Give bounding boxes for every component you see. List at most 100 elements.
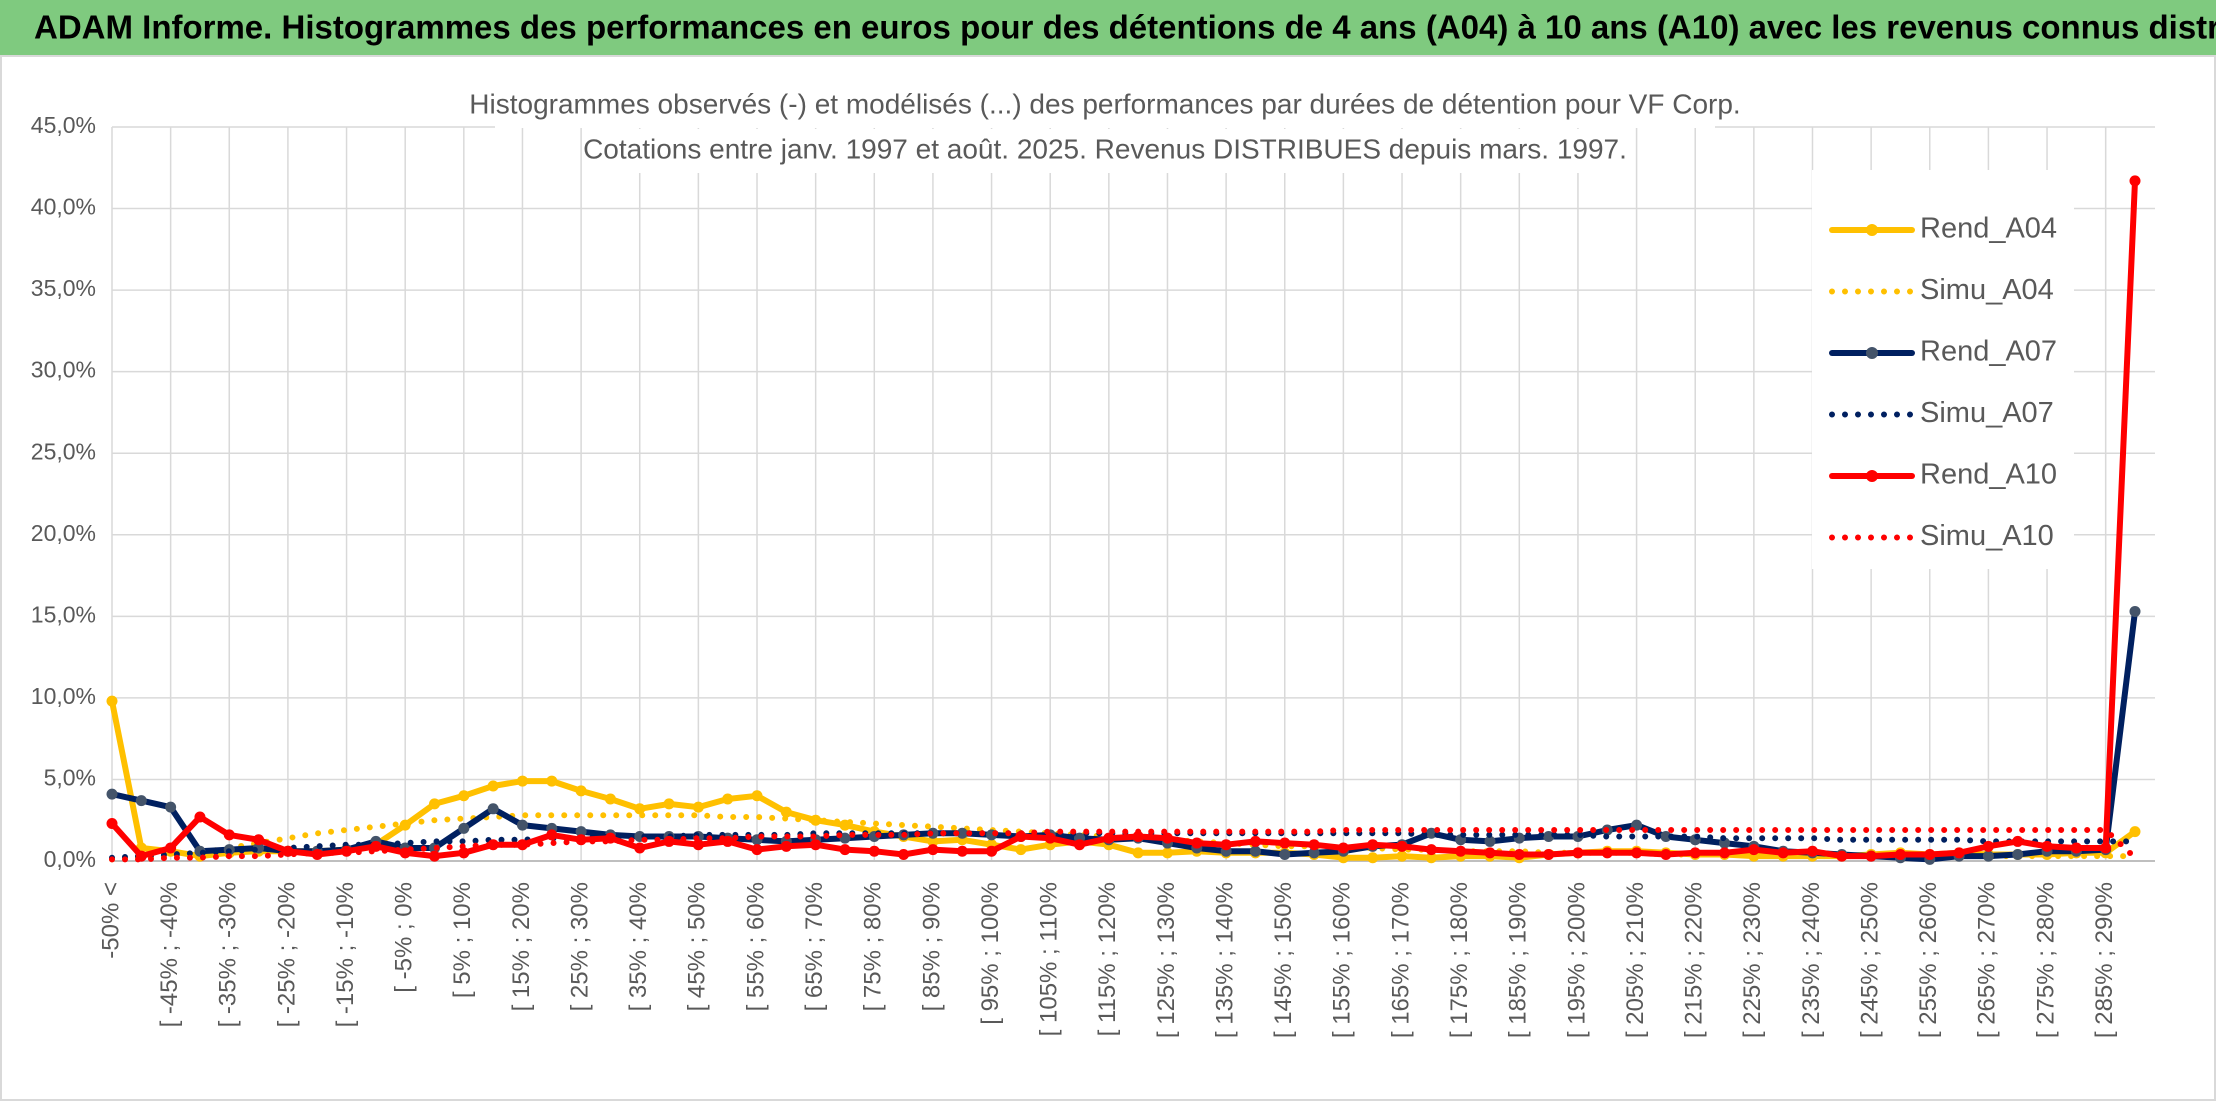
data-point <box>1396 850 1408 862</box>
data-point <box>780 806 792 818</box>
y-tick-label: 35,0% <box>31 275 96 301</box>
x-tick-label: [ -15% ; -10% <box>332 882 359 1027</box>
chart-subtitle: Histogrammes observés (-) et modélisés (… <box>469 88 1740 119</box>
data-point <box>1953 847 1965 859</box>
data-point <box>780 840 792 852</box>
data-point <box>2129 175 2141 187</box>
data-point <box>223 829 235 841</box>
data-point <box>692 801 704 813</box>
model-line <box>109 827 2138 863</box>
x-tick-label: [ 115% ; 120% <box>1094 882 1121 1036</box>
data-point <box>1513 848 1525 860</box>
x-tick-label: [ 35% ; 40% <box>625 882 652 1011</box>
data-point <box>1161 847 1173 859</box>
data-point <box>1191 837 1203 849</box>
data-point <box>1689 847 1701 859</box>
x-tick-label: [ 235% ; 240% <box>1798 882 1825 1038</box>
data-point <box>1044 832 1056 844</box>
data-point <box>986 845 998 857</box>
legend-label: Simu_A07 <box>1920 397 2054 429</box>
data-point <box>1308 847 1320 859</box>
data-point <box>604 793 616 805</box>
data-point <box>1777 847 1789 859</box>
y-tick-label: 10,0% <box>31 683 96 709</box>
data-point <box>1396 840 1408 852</box>
data-point <box>1806 845 1818 857</box>
data-point <box>546 829 558 841</box>
data-point <box>1015 844 1027 856</box>
data-point <box>1543 831 1555 843</box>
legend-label: Simu_A04 <box>1920 274 2054 306</box>
x-tick-label: [ 245% ; 250% <box>1856 882 1883 1038</box>
y-tick-label: 45,0% <box>31 112 96 138</box>
data-point <box>429 850 441 862</box>
data-point <box>458 847 470 859</box>
x-tick-label: [ 205% ; 210% <box>1622 882 1649 1038</box>
subtitle-backing <box>495 84 1715 128</box>
data-point <box>663 798 675 810</box>
data-point <box>1425 852 1437 864</box>
data-point <box>2012 835 2024 847</box>
data-point <box>1748 844 1760 856</box>
data-point <box>1249 835 1261 847</box>
legend-label: Rend_A04 <box>1920 213 2057 245</box>
chart-subtitle: Cotations entre janv. 1997 et août. 2025… <box>583 133 1627 164</box>
legend-marker <box>1866 347 1878 359</box>
x-tick-label: [ 85% ; 90% <box>918 882 945 1011</box>
y-tick-label: 40,0% <box>31 194 96 220</box>
x-tick-label: [ 15% ; 20% <box>508 882 535 1011</box>
data-point <box>1425 827 1437 839</box>
x-tick-label: [ 175% ; 180% <box>1446 882 1473 1038</box>
data-point <box>1367 839 1379 851</box>
data-point <box>927 835 939 847</box>
data-point <box>810 814 822 826</box>
data-point <box>1308 839 1320 851</box>
legend-box <box>1812 170 2074 569</box>
data-point <box>722 793 734 805</box>
data-point <box>458 790 470 802</box>
x-tick-label: [ 45% ; 50% <box>684 882 711 1011</box>
data-point <box>868 845 880 857</box>
data-point <box>282 845 294 857</box>
x-tick-label: [ 95% ; 100% <box>977 882 1004 1025</box>
data-point <box>1425 844 1437 856</box>
title-banner <box>0 0 2216 56</box>
y-tick-label: 25,0% <box>31 438 96 464</box>
x-tick-label: [ 135% ; 140% <box>1211 882 1238 1038</box>
data-point <box>546 775 558 787</box>
x-tick-label: [ 275% ; 280% <box>2032 882 2059 1038</box>
data-point <box>516 819 528 831</box>
data-point <box>1894 848 1906 860</box>
y-tick-label: 0,0% <box>44 846 96 872</box>
legend-label: Simu_A10 <box>1920 520 2054 552</box>
data-point <box>1367 852 1379 864</box>
data-point <box>2041 840 2053 852</box>
data-point <box>1484 835 1496 847</box>
data-point <box>634 842 646 854</box>
y-tick-label: 5,0% <box>44 765 96 791</box>
data-point <box>165 801 177 813</box>
data-point <box>516 775 528 787</box>
data-point <box>1249 845 1261 857</box>
x-tick-label: [ 155% ; 160% <box>1329 882 1356 1038</box>
data-point <box>1660 831 1672 843</box>
data-point <box>2129 605 2141 617</box>
data-point <box>2012 848 2024 860</box>
data-point <box>106 788 118 800</box>
data-point <box>839 844 851 856</box>
x-tick-label: [ 255% ; 260% <box>1915 882 1942 1038</box>
data-point <box>1161 832 1173 844</box>
data-point <box>1279 848 1291 860</box>
data-point <box>106 817 118 829</box>
data-point <box>1543 848 1555 860</box>
x-tick-label: [ -45% ; -40% <box>156 882 183 1027</box>
data-point <box>1924 848 1936 860</box>
x-tick-label: [ 165% ; 170% <box>1387 882 1414 1038</box>
data-point <box>956 845 968 857</box>
data-point <box>1220 839 1232 851</box>
data-point <box>2070 842 2082 854</box>
data-point <box>1103 832 1115 844</box>
x-tick-label: [ 265% ; 270% <box>1974 882 2001 1038</box>
data-point <box>1660 848 1672 860</box>
data-point <box>1132 847 1144 859</box>
